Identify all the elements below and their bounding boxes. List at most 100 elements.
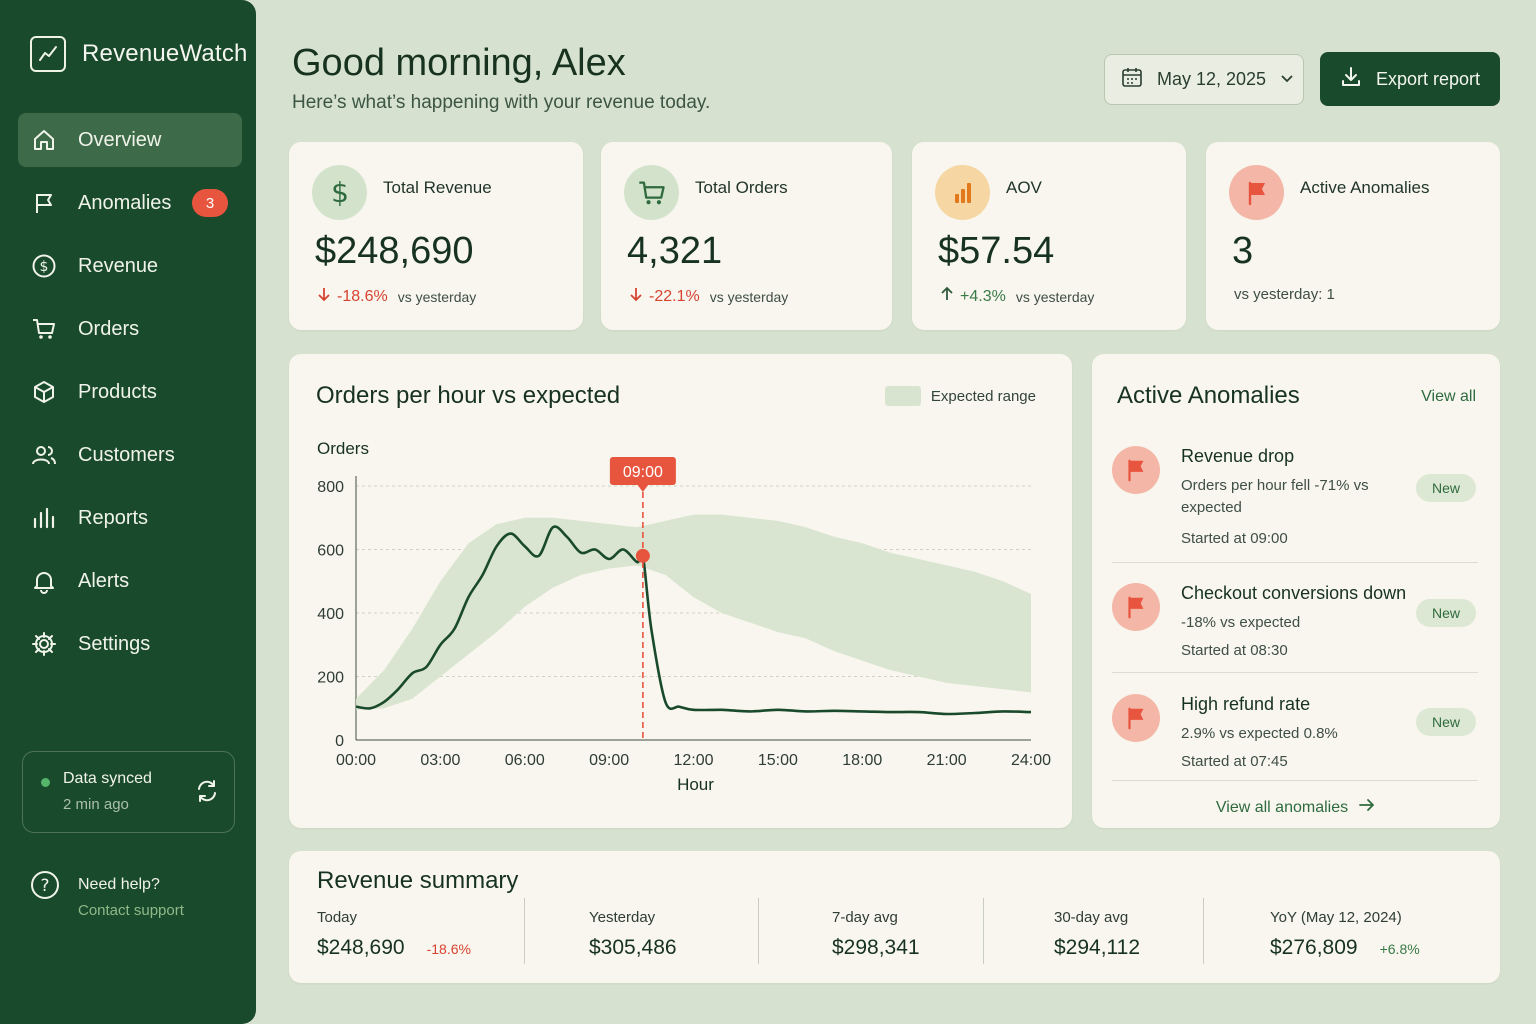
summary-label: Yesterday — [589, 909, 656, 926]
divider — [983, 898, 984, 964]
y-axis-label: Orders — [317, 439, 369, 458]
kpi-delta-value: +4.3% — [960, 287, 1006, 305]
contact-support-link[interactable]: Contact support — [78, 902, 184, 919]
anomaly-point — [635, 548, 650, 563]
sync-status: Data synced 2 min ago — [22, 751, 235, 833]
date-value: May 12, 2025 — [1157, 69, 1267, 89]
view-all-link[interactable]: View all — [1421, 388, 1476, 405]
summary-30day: 30-day avg $294,112 — [1054, 909, 1140, 960]
kpi-delta: vs yesterday: 1 — [1234, 286, 1335, 303]
anomaly-item[interactable]: Checkout conversions down -18% vs expect… — [1112, 583, 1478, 663]
kpi-card-anomalies[interactable]: Active Anomalies 3 vs yesterday: 1 — [1206, 142, 1500, 330]
arrow-down-icon — [317, 286, 331, 307]
chevron-down-icon — [1280, 69, 1294, 90]
sidebar-item-label: Orders — [78, 317, 140, 340]
summary-value: $294,112 — [1054, 936, 1141, 959]
kpi-value: 3 — [1232, 230, 1254, 272]
anomaly-name: Revenue drop — [1181, 446, 1295, 466]
view-all-anomalies-link[interactable]: View all anomalies — [1092, 797, 1500, 818]
status-badge: New — [1416, 599, 1476, 627]
summary-today: Today $248,690 -18.6% — [317, 909, 471, 960]
anomaly-name: High refund rate — [1181, 694, 1311, 714]
anomaly-start: Started at 08:30 — [1181, 642, 1288, 659]
flag-icon — [1229, 165, 1284, 220]
gear-icon — [30, 630, 58, 658]
sidebar: RevenueWatch Overview Anomalies 3 $ Reve… — [0, 0, 256, 1024]
kpi-label: Total Orders — [695, 178, 788, 197]
date-picker[interactable]: May 12, 2025 — [1104, 54, 1304, 105]
divider — [1112, 562, 1478, 563]
cart-icon — [30, 315, 58, 343]
x-tick-label: 06:00 — [505, 752, 545, 769]
divider — [1203, 898, 1204, 964]
kpi-card-orders[interactable]: Total Orders 4,321 -22.1% vs yesterday — [601, 142, 892, 330]
sidebar-item-revenue[interactable]: $ Revenue — [18, 239, 242, 293]
x-tick-label: 24:00 — [1011, 752, 1051, 769]
anomaly-name: Checkout conversions down — [1181, 583, 1407, 603]
kpi-compare: vs yesterday — [709, 288, 789, 305]
sidebar-item-label: Customers — [78, 443, 175, 466]
arrow-up-icon — [940, 286, 954, 307]
y-tick-label: 200 — [317, 670, 344, 687]
svg-text:?: ? — [40, 876, 49, 896]
sidebar-item-reports[interactable]: Reports — [18, 491, 242, 545]
divider — [1112, 672, 1478, 673]
users-icon — [30, 441, 58, 469]
kpi-label: Active Anomalies — [1300, 178, 1430, 197]
help-title: Need help? — [78, 876, 160, 893]
sidebar-item-products[interactable]: Products — [18, 365, 242, 419]
sidebar-item-label: Revenue — [78, 254, 159, 277]
kpi-delta-value: -18.6% — [337, 287, 388, 305]
kpi-card-aov[interactable]: AOV $57.54 +4.3% vs yesterday — [912, 142, 1186, 330]
sidebar-item-overview[interactable]: Overview — [18, 113, 242, 167]
sidebar-item-label: Anomalies — [78, 191, 172, 214]
anomaly-description: -18% vs expected — [1181, 614, 1301, 631]
dollar-icon: $ — [30, 252, 58, 280]
anomaly-start: Started at 07:45 — [1181, 753, 1288, 770]
expected-range-band — [356, 514, 1031, 710]
svg-text:$: $ — [331, 178, 349, 208]
sidebar-item-label: Alerts — [78, 569, 130, 592]
anomaly-item[interactable]: High refund rate 2.9% vs expected 0.8% S… — [1112, 694, 1478, 774]
svg-text:$: $ — [40, 259, 49, 275]
sync-status-dot — [41, 778, 50, 787]
anomalies-count-badge: 3 — [192, 189, 228, 217]
summary-value: $248,690 — [317, 936, 405, 959]
kpi-card-revenue[interactable]: $ Total Revenue $248,690 -18.6% vs yeste… — [289, 142, 583, 330]
orders-chart[interactable]: 0 200 400 600 800 00:00 03:00 06:00 09:00 12:00 15… — [289, 354, 1072, 828]
sidebar-item-customers[interactable]: Customers — [18, 428, 242, 482]
flag-icon — [1112, 446, 1160, 494]
sidebar-item-label: Settings — [78, 632, 151, 655]
sidebar-nav: Overview Anomalies 3 $ Revenue Orders P — [18, 113, 242, 680]
calendar-icon — [1121, 66, 1143, 93]
anomaly-description: Orders per hour fell -71% vs expected — [1181, 477, 1369, 516]
sidebar-item-alerts[interactable]: Alerts — [18, 554, 242, 608]
export-label: Export report — [1376, 68, 1481, 89]
sync-title: Data synced — [63, 770, 152, 787]
revenue-summary-card: Revenue summary Today $248,690 -18.6% Ye… — [289, 851, 1500, 983]
x-tick-label: 12:00 — [673, 752, 713, 769]
y-tick-label: 800 — [317, 479, 344, 496]
summary-title: Revenue summary — [317, 867, 519, 894]
arrow-down-icon — [629, 286, 643, 307]
divider — [524, 898, 525, 964]
anomaly-item[interactable]: Revenue drop Orders per hour fell -71% v… — [1112, 446, 1478, 556]
sidebar-item-settings[interactable]: Settings — [18, 617, 242, 671]
sidebar-item-anomalies[interactable]: Anomalies 3 — [18, 176, 242, 230]
kpi-compare: vs yesterday — [1015, 288, 1095, 305]
kpi-delta: +4.3% vs yesterday — [940, 286, 1094, 307]
kpi-delta-value: -22.1% — [649, 287, 700, 305]
view-all-anomalies-label: View all anomalies — [1215, 798, 1349, 816]
y-tick-label: 0 — [335, 733, 344, 750]
kpi-label: Total Revenue — [383, 178, 492, 197]
refresh-icon[interactable] — [194, 778, 220, 804]
export-report-button[interactable]: Export report — [1320, 52, 1500, 106]
dollar-icon: $ — [312, 165, 367, 220]
brand[interactable]: RevenueWatch — [30, 36, 248, 72]
legend-label: Expected range — [930, 387, 1036, 405]
summary-value: $305,486 — [589, 936, 677, 959]
sidebar-item-orders[interactable]: Orders — [18, 302, 242, 356]
home-icon — [30, 126, 58, 154]
summary-value: $276,809 — [1270, 936, 1358, 959]
x-tick-label: 09:00 — [589, 752, 629, 769]
